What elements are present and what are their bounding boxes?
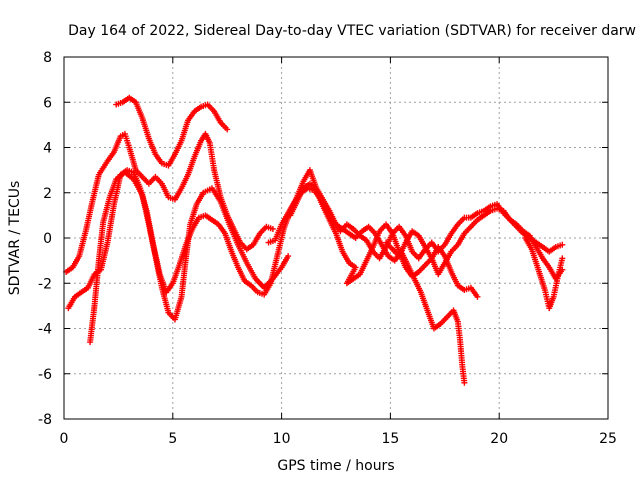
data-point-marker xyxy=(461,379,468,386)
x-tick-label: 25 xyxy=(599,431,617,447)
data-point-marker xyxy=(224,126,231,133)
plot-frame xyxy=(63,56,609,420)
y-tick-label: 4 xyxy=(43,141,52,157)
y-tick-label: -2 xyxy=(38,276,52,292)
y-tick-label: -8 xyxy=(38,412,52,428)
x-axis-label: GPS time / hours xyxy=(277,458,394,474)
data-point-marker xyxy=(559,255,566,262)
data-point-marker xyxy=(285,253,292,260)
data-point-marker xyxy=(559,241,566,248)
x-tick-label: 10 xyxy=(273,431,291,447)
series-track-3 xyxy=(87,169,292,346)
y-tick-label: 2 xyxy=(43,186,52,202)
y-tick-label: 0 xyxy=(43,231,52,247)
series-track-4 xyxy=(65,167,468,386)
series-track-8 xyxy=(522,235,566,312)
x-tick-label: 20 xyxy=(490,431,508,447)
series-track-2 xyxy=(113,94,231,169)
x-tick-label: 5 xyxy=(168,431,177,447)
data-point-marker xyxy=(474,293,481,300)
chart-title: Day 164 of 2022, Sidereal Day-to-day VTE… xyxy=(68,23,636,39)
x-tick-label: 0 xyxy=(60,431,69,447)
series-track-6 xyxy=(287,180,481,300)
y-tick-label: 8 xyxy=(43,50,52,66)
plot-area xyxy=(63,94,566,386)
data-point-marker xyxy=(269,225,276,232)
x-tick-label: 15 xyxy=(381,431,399,447)
axis-tick-labels: 0 5 10 15 20 25 -8 -6 -4 -2 0 2 4 6 8 xyxy=(38,50,617,447)
series-track-7 xyxy=(383,205,566,278)
y-axis-label: SDTVAR / TECUs xyxy=(7,181,23,296)
y-tick-label: -6 xyxy=(38,367,52,383)
y-tick-label: -4 xyxy=(38,322,52,338)
y-tick-label: 6 xyxy=(43,95,52,111)
